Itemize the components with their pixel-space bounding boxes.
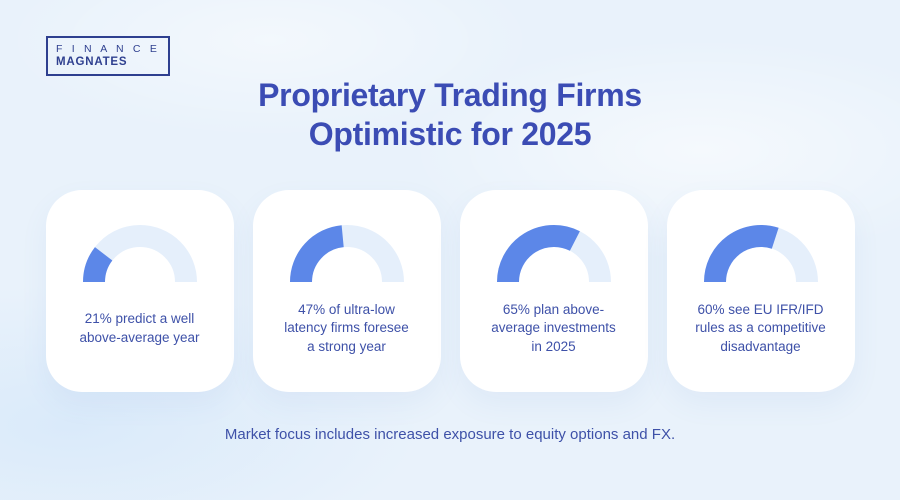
stat-card-3-label: 65% plan above- average investments in 2… <box>491 301 616 354</box>
gauge-chart-60-percent <box>703 225 818 283</box>
finance-magnates-logo: F I N A N C E MAGNATES <box>46 36 171 76</box>
footer-caption: Market focus includes increased exposure… <box>224 426 676 443</box>
stat-cards-row: 21% predict a well above-average year 47… <box>45 190 855 392</box>
gauge-chart-65-percent <box>496 225 611 283</box>
page-title-line2: Optimistic for 2025 <box>308 116 592 153</box>
gauge-chart-21-percent <box>82 225 197 283</box>
stat-card-1-label: 21% predict a well above-average year <box>79 310 200 345</box>
stat-card-2-label: 47% of ultra-low latency firms foresee a… <box>284 301 409 354</box>
logo-text-finance: F I N A N C E <box>56 43 161 55</box>
stat-card-4: 60% see EU IFR/IFD rules as a competitiv… <box>666 190 855 392</box>
page-title: Proprietary Trading Firms Optimistic for… <box>0 76 900 154</box>
logo-text-magnates: MAGNATES <box>56 56 128 69</box>
gauge-chart-47-percent <box>289 225 404 283</box>
stat-card-3: 65% plan above- average investments in 2… <box>459 190 648 392</box>
page-title-line1: Proprietary Trading Firms <box>258 77 642 113</box>
stat-card-2: 47% of ultra-low latency firms foresee a… <box>252 190 441 392</box>
stat-card-4-label: 60% see EU IFR/IFD rules as a competitiv… <box>695 301 826 354</box>
stat-card-1: 21% predict a well above-average year <box>45 190 234 392</box>
